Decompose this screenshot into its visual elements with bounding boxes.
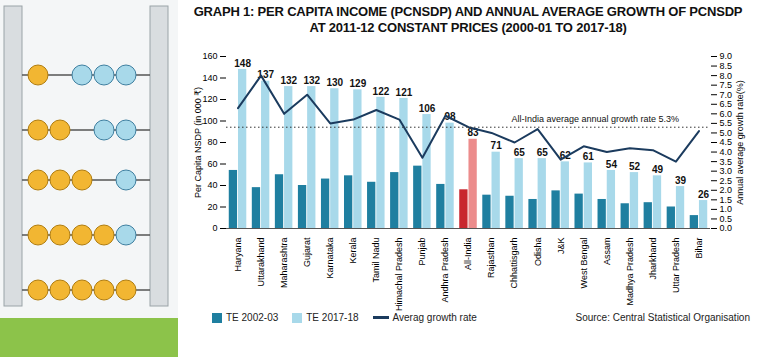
svg-text:60: 60 (207, 159, 217, 169)
svg-text:Rajasthan: Rajasthan (486, 238, 496, 279)
svg-text:26: 26 (698, 189, 710, 200)
svg-text:Uttarakhand: Uttarakhand (256, 238, 266, 287)
svg-text:West Bengal: West Bengal (579, 238, 589, 289)
svg-text:1.0: 1.0 (720, 204, 733, 214)
svg-text:129: 129 (350, 78, 367, 89)
svg-text:Chhattisgarh: Chhattisgarh (509, 238, 519, 289)
svg-text:Bihar: Bihar (694, 238, 704, 259)
svg-text:130: 130 (326, 77, 343, 88)
svg-text:106: 106 (419, 103, 436, 114)
svg-text:All-India average annual growt: All-India average annual growth rate 5.3… (511, 114, 679, 124)
svg-text:Maharashtra: Maharashtra (279, 238, 289, 289)
svg-text:Jharkhand: Jharkhand (648, 238, 658, 280)
svg-text:Assam: Assam (602, 238, 612, 266)
svg-text:0: 0 (212, 223, 217, 233)
svg-text:121: 121 (396, 87, 413, 98)
svg-text:52: 52 (629, 161, 641, 172)
svg-text:148: 148 (234, 58, 251, 69)
svg-text:Kerala: Kerala (348, 238, 358, 264)
svg-text:160: 160 (202, 51, 217, 61)
svg-text:J&K: J&K (556, 238, 566, 255)
svg-text:Karnataka: Karnataka (325, 238, 335, 279)
svg-text:80: 80 (207, 137, 217, 147)
html-text:Source: Central Statistical Or: Source: Central Statistical Organisation (575, 312, 750, 323)
svg-text:132: 132 (280, 75, 297, 86)
svg-text:3.0: 3.0 (720, 166, 733, 176)
svg-text:Punjab: Punjab (417, 238, 427, 266)
svg-text:4.0: 4.0 (720, 147, 733, 157)
svg-text:120: 120 (202, 94, 217, 104)
svg-text:Gujarat: Gujarat (302, 237, 312, 267)
svg-text:Andhra Pradesh: Andhra Pradesh (440, 238, 450, 303)
svg-text:Annual average growth rate(%): Annual average growth rate(%) (735, 80, 745, 205)
svg-text:5.5: 5.5 (720, 118, 733, 128)
svg-text:2.5: 2.5 (720, 176, 733, 186)
svg-text:Per Capita NSDP (in 000 ₹): Per Capita NSDP (in 000 ₹) (193, 87, 203, 198)
svg-text:122: 122 (373, 86, 390, 97)
svg-text:5.0: 5.0 (720, 128, 733, 138)
svg-text:54: 54 (606, 159, 618, 170)
svg-text:3.5: 3.5 (720, 156, 733, 166)
svg-text:83: 83 (468, 127, 480, 138)
svg-text:8.5: 8.5 (720, 61, 733, 71)
svg-text:6.0: 6.0 (720, 109, 733, 119)
svg-text:61: 61 (583, 151, 595, 162)
svg-text:132: 132 (303, 75, 320, 86)
svg-text:Tamil Nadu: Tamil Nadu (371, 238, 381, 283)
svg-text:62: 62 (560, 150, 572, 161)
svg-text:65: 65 (514, 147, 526, 158)
svg-text:140: 140 (202, 73, 217, 83)
svg-text:1.5: 1.5 (720, 195, 733, 205)
svg-text:2.0: 2.0 (720, 185, 733, 195)
svg-text:98: 98 (444, 111, 456, 122)
svg-text:0.5: 0.5 (720, 214, 733, 224)
svg-text:40: 40 (207, 180, 217, 190)
svg-text:20: 20 (207, 202, 217, 212)
svg-text:4.5: 4.5 (720, 137, 733, 147)
svg-text:39: 39 (675, 175, 687, 186)
svg-text:Haryana: Haryana (233, 238, 243, 272)
svg-text:All-India: All-India (463, 238, 473, 271)
svg-text:65: 65 (537, 147, 549, 158)
html-text:Averag growth rate: Averag growth rate (392, 312, 477, 323)
svg-text:Madhya Pradesh: Madhya Pradesh (625, 238, 635, 306)
svg-text:Uttar Pradesh: Uttar Pradesh (671, 238, 681, 294)
html-text:GRAPH 1: PER CAPITA INCOME (PC: GRAPH 1: PER CAPITA INCOME (PCNSDP) AND … (193, 4, 743, 35)
html-text:TE 2017-18: TE 2017-18 (306, 312, 359, 323)
svg-text:7.5: 7.5 (720, 80, 733, 90)
svg-text:100: 100 (202, 116, 217, 126)
svg-text:71: 71 (491, 140, 503, 151)
svg-text:7.0: 7.0 (720, 90, 733, 100)
svg-text:49: 49 (652, 164, 664, 175)
svg-text:Odisha: Odisha (533, 238, 543, 267)
html-text:TE 2002-03: TE 2002-03 (226, 312, 279, 323)
svg-text:137: 137 (257, 69, 274, 80)
svg-text:0.0: 0.0 (720, 223, 733, 233)
svg-text:8.0: 8.0 (720, 70, 733, 80)
svg-text:9.0: 9.0 (720, 51, 733, 61)
svg-text:Himachal Pradesh: Himachal Pradesh (394, 238, 404, 312)
svg-text:6.5: 6.5 (720, 99, 733, 109)
